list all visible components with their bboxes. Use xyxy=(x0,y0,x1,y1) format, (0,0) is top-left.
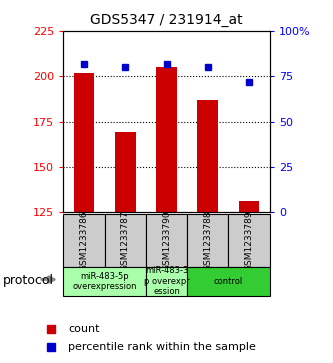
Text: miR-483-5p
overexpression: miR-483-5p overexpression xyxy=(72,272,137,291)
Text: GSM1233786: GSM1233786 xyxy=(79,210,89,271)
Bar xyxy=(156,67,177,363)
Text: percentile rank within the sample: percentile rank within the sample xyxy=(68,342,256,352)
Text: GDS5347 / 231914_at: GDS5347 / 231914_at xyxy=(90,13,243,27)
FancyBboxPatch shape xyxy=(63,214,105,267)
Text: GSM1233790: GSM1233790 xyxy=(162,210,171,271)
Text: miR-483-3
p overexpr
ession: miR-483-3 p overexpr ession xyxy=(144,266,189,296)
Bar xyxy=(197,100,218,363)
Text: control: control xyxy=(214,277,243,286)
Bar xyxy=(115,132,136,363)
Text: protocol: protocol xyxy=(3,274,54,287)
FancyBboxPatch shape xyxy=(63,267,146,296)
FancyBboxPatch shape xyxy=(146,267,187,296)
Text: GSM1233789: GSM1233789 xyxy=(244,210,254,271)
FancyBboxPatch shape xyxy=(228,214,270,267)
FancyBboxPatch shape xyxy=(105,214,146,267)
Text: GSM1233787: GSM1233787 xyxy=(121,210,130,271)
Bar xyxy=(239,201,259,363)
Bar xyxy=(74,73,94,363)
FancyBboxPatch shape xyxy=(187,214,228,267)
FancyBboxPatch shape xyxy=(146,214,187,267)
FancyBboxPatch shape xyxy=(187,267,270,296)
Text: GSM1233788: GSM1233788 xyxy=(203,210,212,271)
Text: count: count xyxy=(68,323,100,334)
